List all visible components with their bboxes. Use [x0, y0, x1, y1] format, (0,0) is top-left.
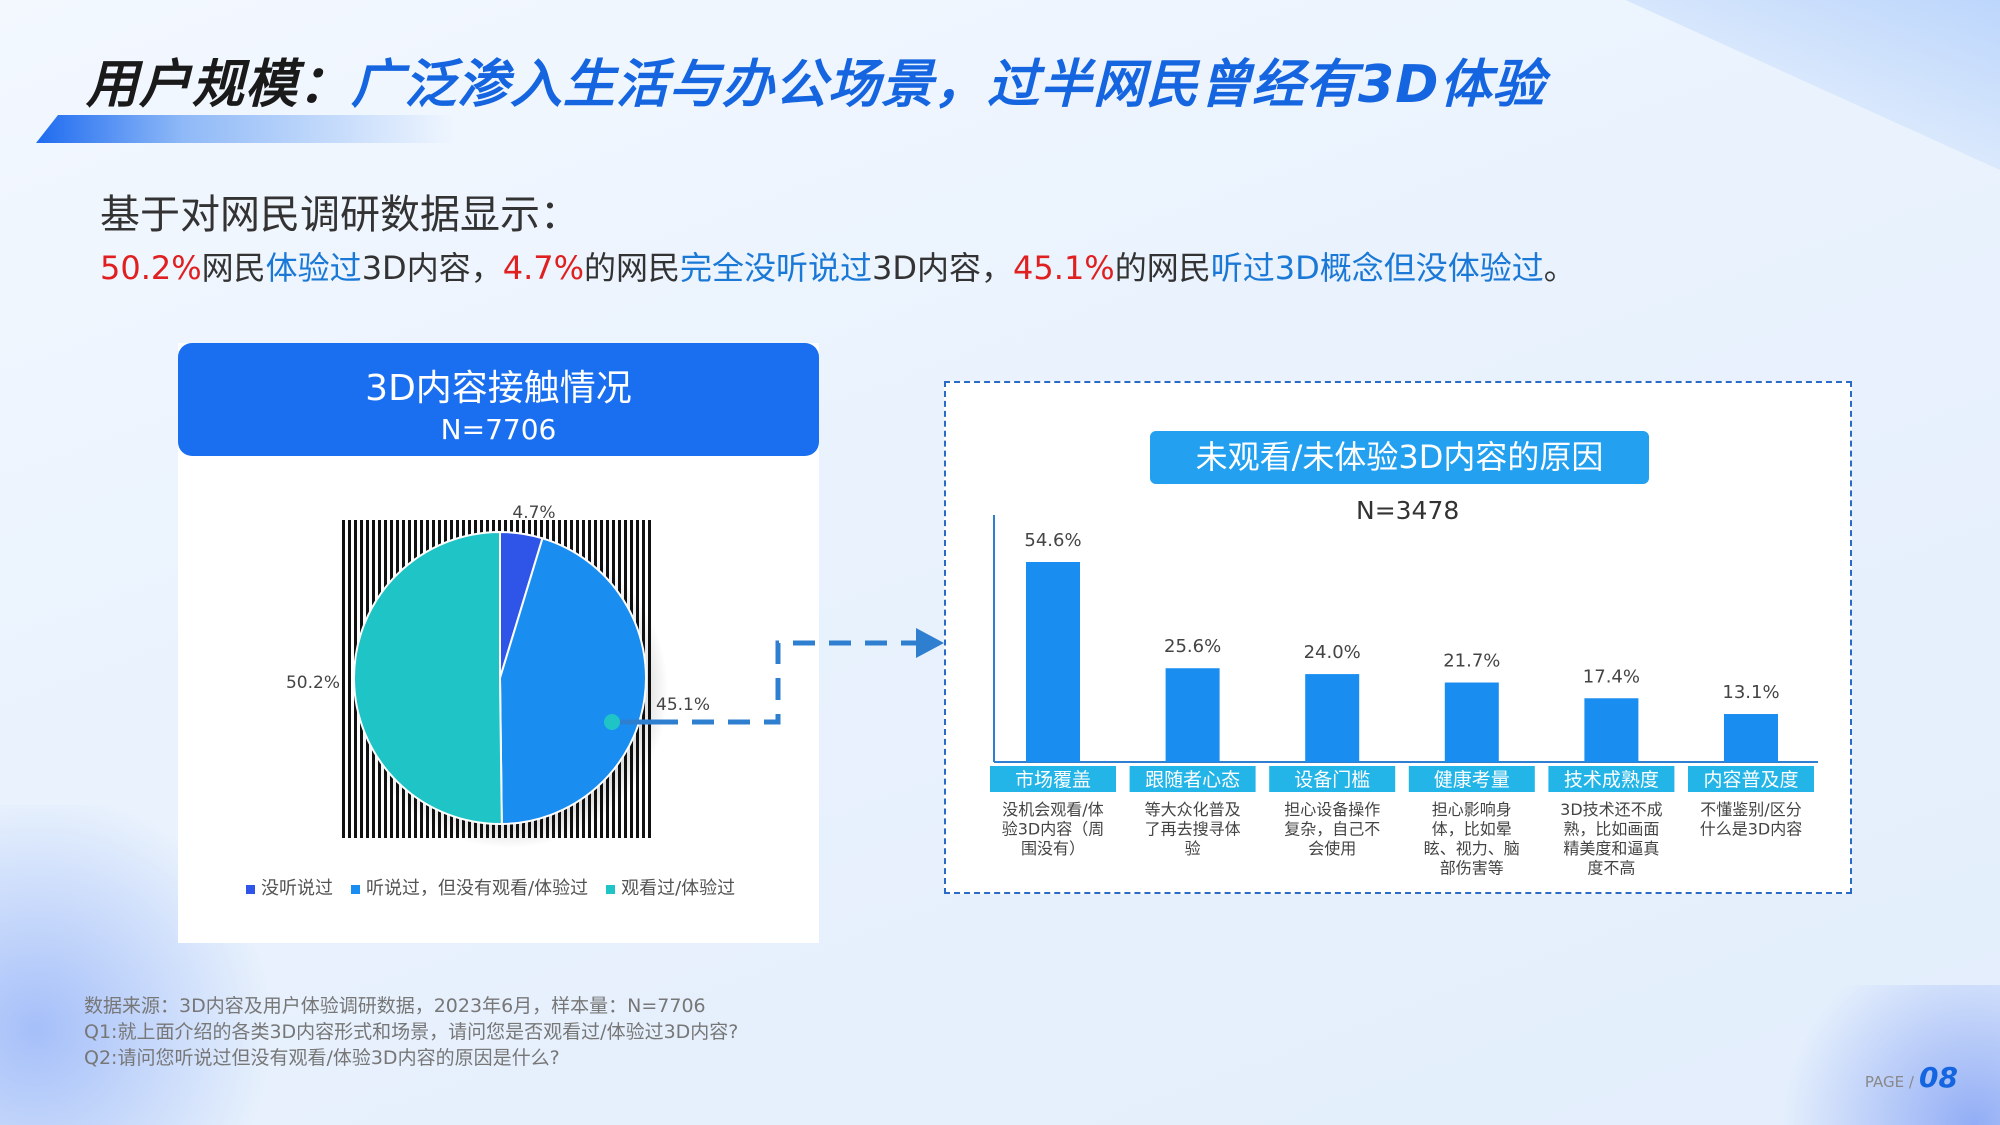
pie-slice-label: 4.7%	[512, 503, 555, 523]
bar	[1026, 562, 1080, 762]
legend-item: 没听说过	[246, 878, 333, 899]
category-description: 不懂鉴别/区分	[1700, 800, 1801, 819]
category-description: 了再去搜寻体	[1145, 820, 1241, 839]
source-line-3: Q2:请问您听说过但没有观看/体验3D内容的原因是什么?	[84, 1047, 560, 1069]
category-tag	[990, 766, 1116, 792]
category-tag	[1548, 766, 1675, 792]
legend-label: 听说过，但没有观看/体验过	[366, 878, 589, 899]
category-description: 围没有）	[1021, 839, 1085, 858]
category-description: 眩、视力、脑	[1424, 839, 1520, 858]
bar-value-label: 13.1%	[1722, 682, 1779, 703]
pie-slice-label: 50.2%	[286, 673, 340, 693]
page-title-label: 用户规模：	[86, 55, 352, 115]
page-number: PAGE / 08	[1865, 1061, 1958, 1094]
category-description: 担心设备操作	[1284, 800, 1380, 819]
connector-line	[656, 640, 918, 725]
pie-title: 3D内容接触情况	[365, 368, 632, 409]
decoration-bottom-right	[1740, 985, 2000, 1125]
source-line-1: 数据来源：3D内容及用户体验调研数据，2023年6月，样本量：N=7706	[84, 995, 706, 1017]
intro-segment: 。	[1543, 249, 1576, 287]
bar-value-label: 21.7%	[1443, 651, 1500, 672]
pie-sample-size: N=7706	[440, 413, 557, 446]
bar-sample-size: N=3478	[1356, 496, 1460, 525]
category-tag	[1408, 766, 1535, 792]
category-description: 体，比如晕	[1432, 820, 1512, 839]
bar-value-label: 54.6%	[1024, 530, 1081, 551]
source-notes: 数据来源：3D内容及用户体验调研数据，2023年6月，样本量：N=7706 Q1…	[84, 993, 738, 1071]
pie-chart: 4.7% 45.1% 50.2%	[286, 503, 710, 826]
category-label: 技术成熟度	[1564, 769, 1659, 791]
page-title-text: 广泛渗入生活与办公场景，过半网民曾经有3D体验	[351, 55, 1546, 115]
intro-segment: 50.2%	[100, 249, 202, 287]
intro-summary: 50.2%网民体验过3D内容，4.7%的网民完全没听说过3D内容，45.1%的网…	[100, 243, 1576, 289]
category-description: 3D技术还不成	[1560, 800, 1663, 819]
bar	[1584, 698, 1639, 762]
page-label: PAGE /	[1864, 1073, 1914, 1091]
bar-value-label: 17.4%	[1583, 666, 1640, 687]
category-description: 什么是3D内容	[1700, 820, 1803, 839]
pie-slice	[498, 537, 647, 826]
intro-segment: 听过3D概念但没体验过	[1210, 249, 1544, 287]
pie-slice-label: 45.1%	[656, 695, 710, 715]
intro-segment: 完全没听说过	[680, 249, 873, 287]
intro-segment: 3D内容，	[361, 249, 503, 287]
legend-swatch	[246, 884, 255, 894]
category-tag	[1688, 766, 1814, 792]
category-description: 复杂，自己不	[1284, 820, 1380, 839]
legend-swatch	[606, 884, 616, 894]
connector-arrow-icon	[916, 628, 944, 658]
intro-segment: 的网民	[1114, 249, 1211, 287]
category-description: 度不高	[1587, 859, 1635, 878]
intro-title: 基于对网民调研数据显示：	[100, 192, 580, 238]
category-label: 市场覆盖	[1015, 769, 1091, 791]
pie-slice	[352, 530, 503, 825]
bar	[1305, 674, 1360, 762]
category-label: 健康考量	[1434, 769, 1510, 791]
bar	[1444, 682, 1499, 762]
bar	[1724, 714, 1778, 762]
intro-segment: 3D内容，	[872, 249, 1014, 287]
category-description: 熟，比如画面	[1563, 820, 1659, 839]
intro-segment: 45.1%	[1013, 249, 1115, 287]
category-description: 没机会观看/体	[1002, 800, 1103, 819]
category-description: 验	[1185, 839, 1201, 858]
intro-segment: 网民	[201, 249, 266, 287]
category-description: 会使用	[1308, 839, 1356, 858]
bar-value-label: 25.6%	[1164, 636, 1221, 657]
category-tag	[1269, 766, 1396, 792]
intro-segment: 的网民	[584, 249, 681, 287]
category-description: 等大众化普及	[1145, 800, 1241, 819]
intro-segment: 体验过	[265, 249, 362, 287]
title-underline-bar	[36, 115, 456, 143]
page-title: 用户规模：广泛渗入生活与办公场景，过半网民曾经有3D体验	[86, 42, 1545, 117]
intro-segment: 4.7%	[502, 249, 584, 287]
category-description: 担心影响身	[1432, 800, 1512, 819]
category-label: 跟随者心态	[1145, 769, 1240, 791]
connector-dot	[604, 714, 620, 730]
legend-label: 观看过/体验过	[621, 878, 736, 899]
category-label: 内容普及度	[1703, 769, 1798, 791]
category-description: 验3D内容（周	[1002, 820, 1105, 839]
pie-header: 3D内容接触情况 N=7706	[178, 343, 819, 456]
category-description: 部伤害等	[1440, 859, 1504, 878]
category-tag	[1129, 766, 1256, 792]
bar-value-label: 24.0%	[1304, 642, 1361, 663]
legend-label: 没听说过	[261, 878, 333, 899]
bar-title: 未观看/未体验3D内容的原因	[1150, 431, 1649, 484]
source-line-2: Q1:就上面介绍的各类3D内容形式和场景，请问您是否观看过/体验过3D内容?	[84, 1021, 739, 1043]
category-label: 设备门槛	[1294, 769, 1370, 791]
page-number-value: 08	[1919, 1061, 1958, 1094]
bar	[1165, 668, 1220, 762]
legend-item: 听说过，但没有观看/体验过	[351, 878, 588, 899]
legend-item: 观看过/体验过	[606, 878, 735, 899]
category-description: 精美度和逼真	[1563, 839, 1659, 858]
legend-swatch	[351, 884, 360, 894]
pie-legend: 没听说过 听说过，但没有观看/体验过 观看过/体验过	[246, 874, 753, 900]
